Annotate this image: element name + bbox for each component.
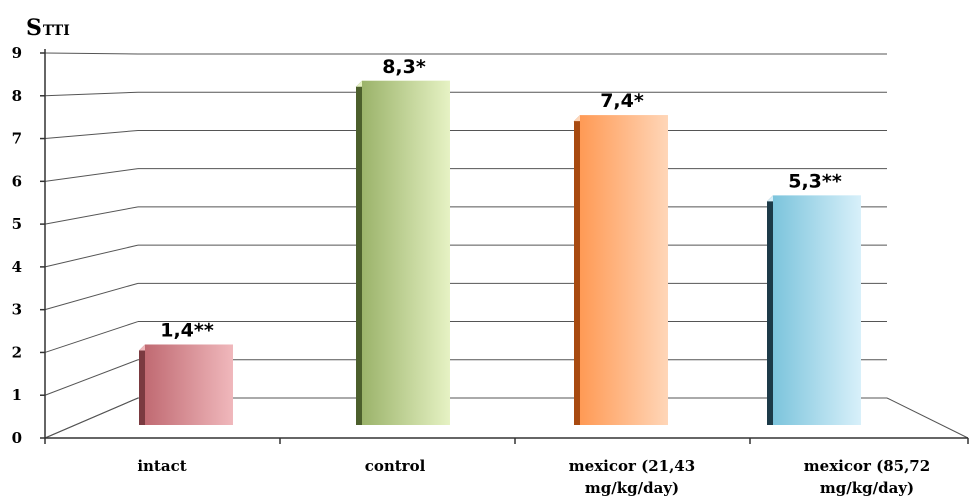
bars <box>139 80 861 426</box>
x-tick-label: mexicor (85,72 <box>804 457 930 475</box>
bar-side <box>574 115 580 426</box>
y-axis-label-sub: TTI <box>43 23 70 39</box>
bar-front <box>362 80 450 425</box>
x-tick-label-line2: mg/kg/day) <box>585 479 679 497</box>
bar-front <box>145 344 233 425</box>
bar-1 <box>356 80 450 425</box>
y-axis-label-main: S <box>26 15 42 41</box>
y-tick-label: 1 <box>12 386 22 404</box>
data-label: 5,3** <box>788 170 842 192</box>
grid-line-side <box>44 129 139 140</box>
bar-side <box>356 80 362 425</box>
bar-side <box>767 195 773 425</box>
bar-front <box>580 115 668 426</box>
grid-line-side <box>44 397 139 439</box>
y-tick-label: 6 <box>12 172 22 190</box>
y-tick-label: 8 <box>12 87 22 105</box>
grid-line-side <box>44 52 139 55</box>
y-tick-label: 3 <box>12 301 22 319</box>
bar-0 <box>139 344 233 425</box>
y-tick-label: 7 <box>12 130 22 148</box>
x-tick-label: intact <box>137 457 186 475</box>
bar-side <box>139 344 145 425</box>
grid-line-side <box>44 321 139 353</box>
grid-line-side <box>44 282 139 311</box>
bar-2 <box>574 115 668 426</box>
grid-line-side <box>44 244 139 268</box>
y-tick-label: 2 <box>12 343 22 361</box>
labels: 1,4** intact 8,3* control 7,4* mexicor (21,43… <box>137 56 930 497</box>
x-tick-label: mexicor (21,43 <box>569 457 695 475</box>
y-tick-label: 4 <box>12 258 22 276</box>
x-tick-label-line2: mg/kg/day) <box>820 479 914 497</box>
y-axis-label: STTI <box>26 15 70 41</box>
x-tick-label: control <box>365 457 426 475</box>
grid-line-side <box>44 206 139 225</box>
y-tick-label: 9 <box>12 44 22 62</box>
data-label: 7,4* <box>600 90 644 112</box>
bar-3 <box>767 195 861 425</box>
axes: 0 1 2 3 4 5 6 7 8 9 <box>12 44 969 447</box>
y-tick-label: 0 <box>12 429 22 447</box>
y-tick-label: 5 <box>12 215 22 233</box>
grid-lines <box>44 52 887 439</box>
grid-line-side <box>44 91 139 97</box>
bar-front <box>773 195 861 425</box>
data-label: 1,4** <box>160 319 214 341</box>
data-label: 8,3* <box>382 56 426 78</box>
grid-line-side <box>44 168 139 182</box>
grid-line-side <box>44 359 139 396</box>
